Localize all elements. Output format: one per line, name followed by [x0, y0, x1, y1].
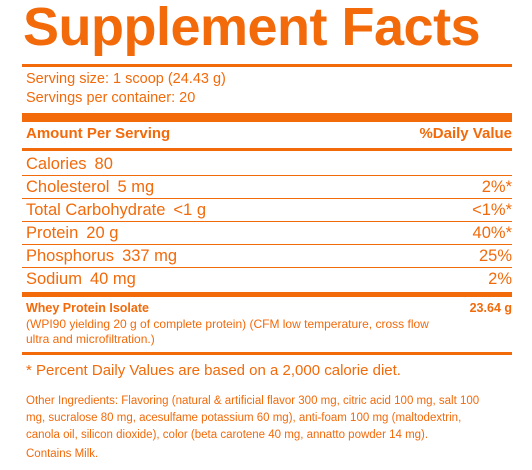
amount-per-serving-header: Amount Per Serving: [26, 125, 171, 142]
nutrient-daily-value: 25%: [478, 247, 512, 265]
nutrient-name: Sodium: [26, 270, 82, 288]
nutrient-row-calories: Calories 80: [26, 153, 512, 175]
nutrient-row-phosphorus: Phosphorus 337 mg 25%: [26, 245, 512, 267]
header-divider: [22, 148, 512, 151]
nutrient-daily-value: <1%*: [472, 201, 512, 219]
nutrient-row-sodium: Sodium 40 mg 2%: [26, 268, 512, 290]
serving-size: Serving size: 1 scoop (24.43 g): [26, 71, 226, 87]
nutrient-name: Phosphorus: [26, 247, 115, 265]
thick-divider: [22, 292, 512, 297]
nutrient-amount: 80: [94, 155, 113, 173]
whey-protein-amount: 23.64 g: [469, 301, 512, 315]
row-divider: [22, 267, 512, 268]
row-divider: [22, 244, 512, 245]
nutrient-row-cholesterol: Cholesterol 5 mg 2%*: [26, 176, 512, 198]
whey-protein-name: Whey Protein Isolate: [26, 301, 149, 315]
nutrient-amount: 337 mg: [122, 247, 178, 265]
nutrient-amount: 40 mg: [89, 270, 136, 288]
nutrient-row-protein: Protein 20 g 40%*: [26, 222, 512, 244]
whey-description-line-1: (WPI90 yielding 20 g of complete protein…: [26, 317, 429, 331]
row-divider: [22, 175, 512, 176]
ingredients-line-2: mg, sucralose 80 mg, acesulfame potassiu…: [26, 412, 462, 424]
allergen-statement: Contains Milk.: [26, 448, 99, 460]
nutrient-amount: 20 g: [86, 224, 119, 242]
nutrient-name: Total Carbohydrate: [26, 201, 166, 219]
servings-per-container: Servings per container: 20: [26, 90, 196, 106]
thick-divider: [22, 113, 512, 122]
footnote-divider: [22, 352, 512, 355]
whey-description-line-2: ultra and microfiltration.): [26, 332, 155, 346]
title-divider: [22, 64, 512, 67]
row-divider: [22, 198, 512, 199]
nutrient-name: Cholesterol: [26, 178, 110, 196]
nutrient-name: Calories: [26, 155, 87, 173]
row-divider: [22, 221, 512, 222]
nutrient-row-total-carbohydrate: Total Carbohydrate <1 g <1%*: [26, 199, 512, 221]
nutrient-daily-value: 2%: [488, 270, 512, 288]
ingredients-line-1: Other Ingredients: Flavoring (natural & …: [26, 395, 480, 407]
nutrient-daily-value: 2%*: [481, 178, 512, 196]
nutrient-amount: 5 mg: [117, 178, 155, 196]
page-title: Supplement Facts: [23, 0, 481, 57]
daily-value-header: %Daily Value: [419, 125, 512, 142]
daily-value-footnote: * Percent Daily Values are based on a 2,…: [26, 362, 401, 379]
nutrient-name: Protein: [26, 224, 79, 242]
nutrient-daily-value: 40%*: [472, 224, 512, 242]
ingredients-line-3: canola oil, silicon dioxide), color (bet…: [26, 429, 429, 441]
nutrient-amount: <1 g: [173, 201, 206, 219]
